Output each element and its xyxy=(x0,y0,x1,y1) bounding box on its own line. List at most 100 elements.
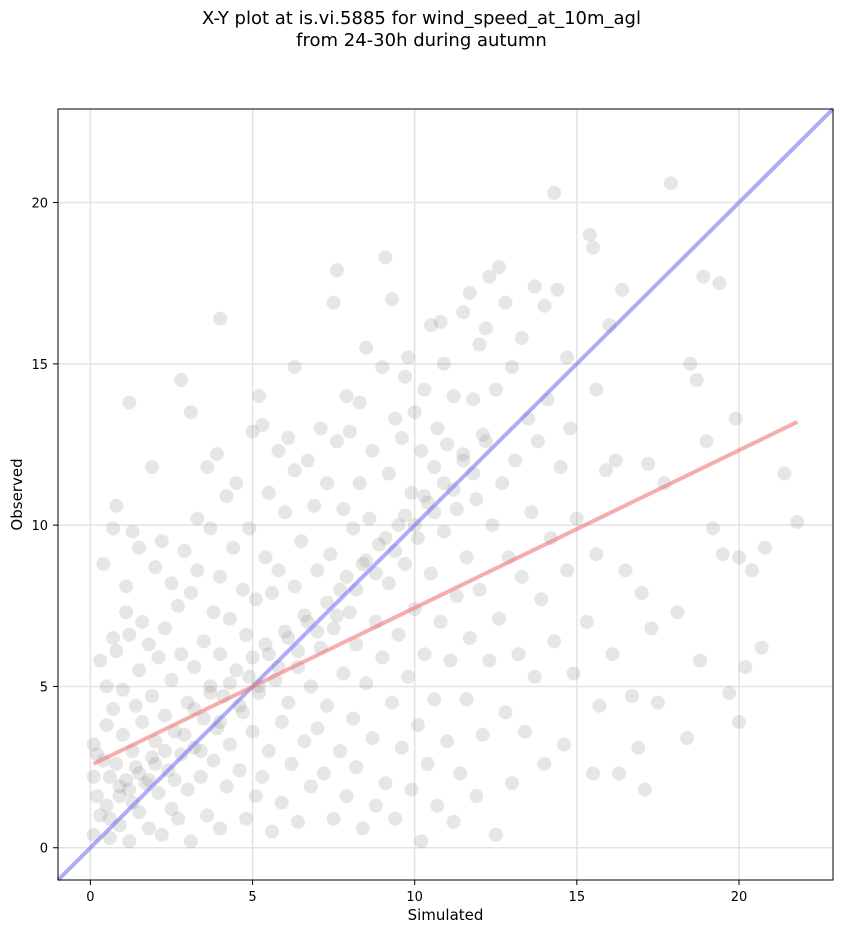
scatter-point xyxy=(193,769,208,784)
scatter-point xyxy=(132,766,147,781)
scatter-point xyxy=(492,260,506,275)
scatter-point xyxy=(618,563,633,578)
scatter-point xyxy=(109,756,124,771)
scatter-point xyxy=(560,563,575,578)
scatter-point xyxy=(99,718,114,733)
scatter-point xyxy=(206,753,221,768)
scatter-point xyxy=(446,814,461,829)
scatter-point xyxy=(316,766,331,781)
scatter-point xyxy=(206,605,221,620)
scatter-point xyxy=(242,521,257,536)
scatter-point xyxy=(394,431,409,445)
scatter-point xyxy=(158,744,172,758)
scatter-point xyxy=(732,714,746,729)
scatter-point xyxy=(579,614,594,629)
scatter-point xyxy=(183,405,198,420)
scatter-point xyxy=(589,382,604,397)
scatter-point xyxy=(342,605,357,620)
scatter-point xyxy=(498,705,513,720)
scatter-point xyxy=(235,582,250,597)
scatter-point xyxy=(303,679,318,694)
scatter-point xyxy=(261,647,276,662)
x-tick-label: 20 xyxy=(731,890,748,905)
scatter-point xyxy=(177,544,192,558)
scatter-point xyxy=(222,676,237,691)
scatter-point xyxy=(222,737,237,752)
scatter-point xyxy=(589,547,604,562)
scatter-point xyxy=(213,647,228,662)
scatter-point xyxy=(456,305,471,320)
scatter-point xyxy=(281,631,296,646)
scatter-point xyxy=(271,443,286,458)
scatter-point xyxy=(381,576,396,591)
scatter-point xyxy=(430,798,445,813)
scatter-point xyxy=(297,608,312,623)
scatter-point xyxy=(177,727,192,742)
scatter-point xyxy=(488,827,503,842)
scatter-point xyxy=(569,511,584,526)
scatter-point xyxy=(151,785,166,800)
scatter-point xyxy=(398,556,412,571)
scatter-point xyxy=(125,795,140,810)
scatter-point xyxy=(436,524,451,539)
plot-frame xyxy=(57,108,834,881)
scatter-point xyxy=(417,647,432,662)
scatter-point xyxy=(355,821,370,836)
scatter-point xyxy=(469,789,484,804)
scatter-point xyxy=(333,744,348,758)
scatter-point xyxy=(222,611,237,626)
scatter-point xyxy=(349,760,364,775)
scatter-point xyxy=(128,760,143,775)
y-axis-label: Observed xyxy=(8,458,26,530)
scatter-point xyxy=(417,489,432,504)
scatter-point xyxy=(125,524,140,539)
scatter-point xyxy=(287,579,302,594)
scatter-point xyxy=(219,779,234,794)
scatter-point xyxy=(586,240,600,255)
scatter-point xyxy=(449,502,464,516)
scatter-point xyxy=(446,482,461,497)
scatter-point xyxy=(401,669,416,684)
scatter-point xyxy=(203,679,218,694)
scatter-point xyxy=(284,756,299,771)
scatter-point xyxy=(265,824,279,839)
scatter-point xyxy=(239,627,254,642)
y-axis-ticks: 0 5 10 15 20 xyxy=(31,197,58,857)
scatter-point xyxy=(326,811,341,826)
scatter-point xyxy=(307,498,322,513)
scatter-point xyxy=(148,560,163,575)
scatter-point xyxy=(242,669,257,684)
scatter-point xyxy=(297,734,312,749)
scatter-point xyxy=(281,695,296,710)
x-tick-label: 0 xyxy=(86,890,94,905)
scatter-point xyxy=(278,624,292,639)
scatter-point xyxy=(148,756,163,771)
scatter-point xyxy=(689,373,704,387)
scatter-point xyxy=(174,747,189,762)
scatter-point xyxy=(132,540,147,555)
scatter-point xyxy=(605,647,620,662)
scatter-point xyxy=(102,769,117,784)
scatter-point xyxy=(505,360,519,375)
scatter-point xyxy=(560,350,575,365)
scatter-point xyxy=(232,763,247,778)
scatter-point xyxy=(637,782,652,797)
scatter-point xyxy=(119,605,134,620)
scatter-point xyxy=(329,434,344,449)
scatter-point xyxy=(398,369,412,384)
scatter-point xyxy=(514,569,529,584)
scatter-point xyxy=(346,521,361,536)
scatter-point xyxy=(420,756,435,771)
scatter-point xyxy=(339,389,354,404)
scatter-point xyxy=(287,463,302,478)
scatter-point xyxy=(200,460,215,475)
chart-title-line-2: from 24-30h during autumn xyxy=(296,30,547,51)
scatter-point xyxy=(190,563,205,578)
scatter-point xyxy=(252,389,266,404)
y-tick-label: 5 xyxy=(40,680,48,695)
scatter-point xyxy=(258,550,273,565)
scatter-point xyxy=(680,731,695,746)
scatter-point xyxy=(336,666,351,681)
scatter-point xyxy=(482,269,497,284)
scatter-point xyxy=(122,395,137,410)
